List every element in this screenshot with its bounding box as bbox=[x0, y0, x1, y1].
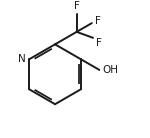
Text: OH: OH bbox=[102, 65, 118, 75]
Text: F: F bbox=[74, 1, 80, 11]
Text: N: N bbox=[18, 54, 25, 64]
Text: F: F bbox=[95, 16, 101, 26]
Text: F: F bbox=[96, 39, 102, 48]
